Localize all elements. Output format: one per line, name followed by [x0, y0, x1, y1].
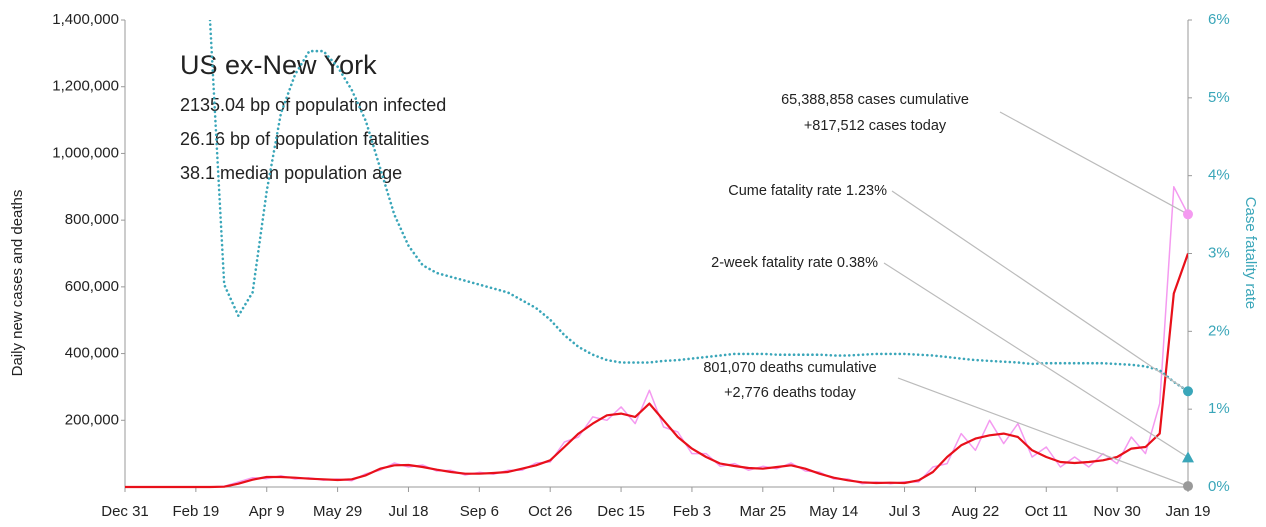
x-tick-label: Mar 25 [739, 503, 786, 520]
info-line: 26.16 bp of population fatalities [180, 129, 429, 149]
x-tick-label: Aug 22 [952, 503, 1000, 520]
x-tick-label: Feb 3 [673, 503, 711, 520]
annotation: +817,512 cases today [804, 118, 947, 134]
series-line [125, 253, 1188, 489]
marker [1183, 481, 1193, 492]
x-tick-label: May 14 [809, 503, 858, 520]
series-line [208, 20, 1188, 393]
y-tick-label: 200,000 [65, 411, 119, 428]
y2-axis-label: Case fatality rate [1242, 197, 1259, 310]
marker [1182, 451, 1194, 463]
y-tick-label: 400,000 [65, 345, 119, 362]
plot-area [125, 20, 1188, 489]
x-tick-label: Apr 9 [249, 503, 285, 520]
annotation: 2-week fatality rate 0.38% [711, 255, 878, 271]
annotation: 801,070 deaths cumulative [703, 360, 876, 376]
y-tick-label: 1,400,000 [52, 11, 119, 28]
y-tick-label: 600,000 [65, 278, 119, 295]
x-tick-label: Dec 15 [597, 503, 645, 520]
x-tick-label: Sep 6 [460, 503, 499, 520]
y-tick-label: 1,200,000 [52, 78, 119, 95]
y2-tick-label: 6% [1208, 11, 1230, 28]
info-title: US ex-New York [180, 50, 377, 80]
y2-tick-label: 4% [1208, 167, 1230, 184]
y2-tick-label: 1% [1208, 400, 1230, 417]
x-tick-label: Jan 19 [1165, 503, 1210, 520]
leader-line [883, 262, 1189, 458]
y2-tick-label: 0% [1208, 478, 1230, 495]
annotation: 65,388,858 cases cumulative [781, 92, 969, 108]
y-tick-label: 800,000 [65, 211, 119, 228]
info-line: 38.1 median population age [180, 163, 402, 183]
x-tick-label: Oct 11 [1025, 503, 1068, 520]
info-line: 2135.04 bp of population infected [180, 95, 446, 115]
y2-tick-label: 3% [1208, 244, 1230, 261]
leader-line [891, 190, 1189, 392]
y-axis-label: Daily new cases and deaths [9, 190, 26, 377]
x-tick-label: Jul 3 [889, 503, 921, 520]
x-tick-label: Oct 26 [528, 503, 572, 520]
marker [1183, 209, 1193, 220]
x-tick-label: May 29 [313, 503, 362, 520]
leader-line [897, 377, 1189, 487]
annotation: +2,776 deaths today [724, 385, 857, 401]
annotation: Cume fatality rate 1.23% [728, 183, 887, 199]
marker [1183, 386, 1193, 397]
x-tick-label: Nov 30 [1093, 503, 1141, 520]
y2-tick-label: 2% [1208, 322, 1230, 339]
x-tick-label: Dec 31 [101, 503, 149, 520]
x-tick-label: Jul 18 [388, 503, 428, 520]
y-tick-label: 1,000,000 [52, 144, 119, 161]
leader-line [999, 111, 1189, 215]
series-line [125, 186, 1188, 488]
x-tick-label: Feb 19 [173, 503, 220, 520]
y2-tick-label: 5% [1208, 89, 1230, 106]
